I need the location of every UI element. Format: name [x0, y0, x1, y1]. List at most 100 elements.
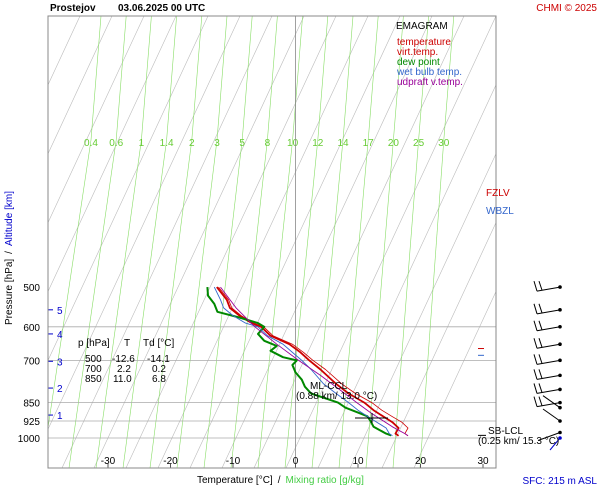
- plot-frame: [47, 15, 497, 469]
- wet-bulb-temp-line: [213, 286, 393, 437]
- mixing-ratio-line: [176, 139, 218, 469]
- pressure-tick-label: 600: [23, 323, 40, 334]
- wbzl-label: WBZL: [486, 206, 514, 217]
- ml-ccl-label: ML-CCL: [310, 381, 348, 392]
- udpraft-v-temp-line: [220, 286, 409, 437]
- mixing-ratio-label: 14: [337, 138, 349, 149]
- wind-barb-shaft: [537, 432, 561, 441]
- mixing-ratio-line: [90, 15, 102, 141]
- altitude-tick-label: 3: [57, 357, 63, 368]
- mixing-ratio-line: [292, 15, 303, 141]
- y-axis-title: Pressure [hPa]/Altitude [km]: [4, 191, 15, 325]
- mixing-ratio-line: [419, 139, 445, 469]
- dry-adiabat-line: [285, 15, 497, 469]
- mixing-ratio-line: [230, 139, 268, 469]
- wind-barb-station: [558, 400, 562, 405]
- mixing-ratio-label: 8: [265, 138, 271, 149]
- mixing-ratio-label: 1.4: [160, 138, 174, 149]
- mixing-ratio-line: [203, 139, 243, 469]
- table-header-p: p [hPa]: [78, 338, 110, 349]
- mixing-ratio-label: 5: [239, 138, 245, 149]
- temperature-line: [216, 286, 400, 437]
- dry-adiabat-line: [349, 153, 497, 469]
- wind-barb-station: [558, 419, 562, 423]
- wind-barb-station: [558, 373, 562, 378]
- dry-adiabat-line: [47, 15, 209, 361]
- wind-barb-station: [558, 405, 562, 410]
- legend-dew-point: dew point: [397, 57, 440, 68]
- mixing-ratio-line: [141, 15, 152, 141]
- x-tick-label: 20: [415, 456, 427, 467]
- legend-virt-temp: virt.temp.: [397, 47, 438, 58]
- wind-barb-station: [558, 436, 562, 440]
- pressure-tick-label: 700: [23, 356, 40, 367]
- altitude-tick-label: 4: [57, 330, 63, 341]
- mixing-ratio-line: [149, 139, 193, 469]
- wind-barb-flag: [533, 320, 538, 331]
- wind-barb-flag: [533, 280, 538, 292]
- table-cell: 0.2: [152, 364, 166, 375]
- mixing-ratio-line: [267, 15, 278, 141]
- fzlv-label: FZLV: [486, 188, 510, 199]
- mixing-ratio-line: [122, 139, 167, 469]
- pressure-tick-label: 500: [23, 283, 40, 294]
- mixing-ratio-line: [166, 15, 177, 141]
- mixing-ratio-line: [191, 15, 203, 141]
- mixing-ratio-line: [367, 15, 379, 141]
- sb-lcl-info: (0.25 km/ 15.3 °C): [478, 436, 559, 447]
- station-title: Prostejov: [50, 3, 96, 14]
- mixing-ratio-line: [342, 15, 354, 141]
- mixing-ratio-line: [443, 15, 455, 141]
- legend-temperature: temperature: [397, 37, 451, 48]
- x-tick-label: 0: [293, 456, 299, 467]
- wind-barb-station: [558, 387, 562, 392]
- wind-barb-flag: [538, 303, 543, 313]
- wind-barbs: [533, 280, 562, 451]
- table-cell: 850: [85, 374, 102, 385]
- wind-barb-flag: [538, 369, 543, 379]
- pressure-tick-label: 1000: [18, 434, 41, 445]
- credit-label: CHMI © 2025: [536, 3, 597, 14]
- mixing-ratio-label: 30: [438, 138, 450, 149]
- ml-ccl-info: (0.88 km/ 13.0 °C): [296, 391, 377, 402]
- table-cell: -12.6: [112, 354, 135, 365]
- dry-adiabat-line: [125, 15, 337, 469]
- wind-barb-station: [558, 430, 562, 435]
- dry-adiabat-line: [47, 15, 81, 86]
- mixing-ratio-line: [115, 15, 127, 141]
- mixing-ratio-label: 25: [413, 138, 425, 149]
- legend-title: EMAGRAM: [396, 21, 448, 32]
- mixing-ratio-line: [241, 15, 253, 141]
- mixing-ratio-line: [338, 139, 369, 469]
- wind-barb-station: [558, 358, 562, 363]
- wind-barb-flag: [533, 303, 538, 314]
- table-cell: 11.0: [113, 374, 132, 385]
- legend-wet-bulb: wet bulb temp.: [396, 67, 462, 78]
- wind-barb-flag: [538, 280, 543, 291]
- wind-barb-shaft: [536, 388, 561, 394]
- mixing-ratio-line: [317, 15, 329, 141]
- mixing-ratio-label: 1: [139, 138, 145, 149]
- mixing-ratio-line: [418, 15, 429, 141]
- dry-adiabat-line: [221, 15, 433, 469]
- x-tick-label: -10: [226, 456, 241, 467]
- sfc-label: SFC: 215 m ASL: [523, 476, 598, 487]
- x-axis-title: Temperature [°C] / Mixing ratio [g/kg]: [197, 475, 364, 486]
- dry-adiabat-line: [317, 84, 497, 469]
- wind-barb-flag: [533, 369, 538, 380]
- wind-barb-flag: [533, 354, 538, 365]
- wind-barb-flag: [538, 354, 543, 364]
- dry-adiabat-line: [189, 15, 401, 469]
- x-tick-label: 10: [352, 456, 364, 467]
- altitude-tick-label: 5: [57, 306, 63, 317]
- table-header-t: T: [124, 338, 130, 349]
- mixing-ratio-label: 0.6: [109, 138, 123, 149]
- table-cell: 500: [85, 354, 102, 365]
- wind-barb-shaft: [536, 343, 561, 349]
- mixing-ratio-label: 20: [388, 138, 400, 149]
- series-lines: [206, 286, 409, 437]
- wind-barb-flag: [533, 383, 538, 394]
- dry-adiabat-line: [47, 15, 113, 154]
- mixing-ratio-line: [284, 139, 319, 469]
